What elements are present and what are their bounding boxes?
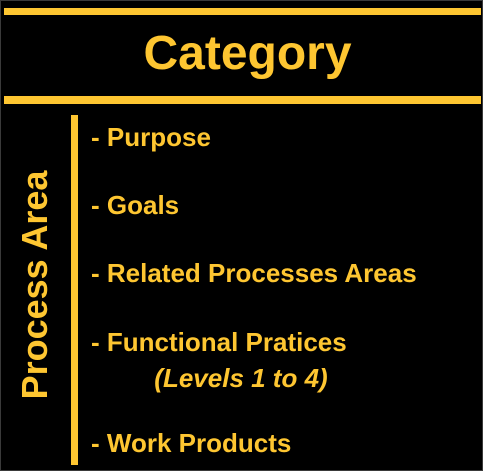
list-item-goals: - Goals	[91, 190, 180, 220]
top-divider	[4, 8, 481, 15]
vertical-divider	[71, 115, 78, 465]
functional-practices-levels-note: (Levels 1 to 4)	[154, 363, 328, 393]
list-item-purpose: - Purpose	[91, 122, 211, 152]
list-item-functional-practices: - Functional Pratices	[91, 327, 347, 357]
list-item-work-products: - Work Products	[91, 428, 292, 458]
process-area-label: Process Area	[14, 170, 55, 400]
list-item-related-process-areas: - Related Processes Areas	[91, 258, 417, 288]
header-divider	[4, 96, 481, 104]
category-title: Category	[143, 27, 352, 80]
